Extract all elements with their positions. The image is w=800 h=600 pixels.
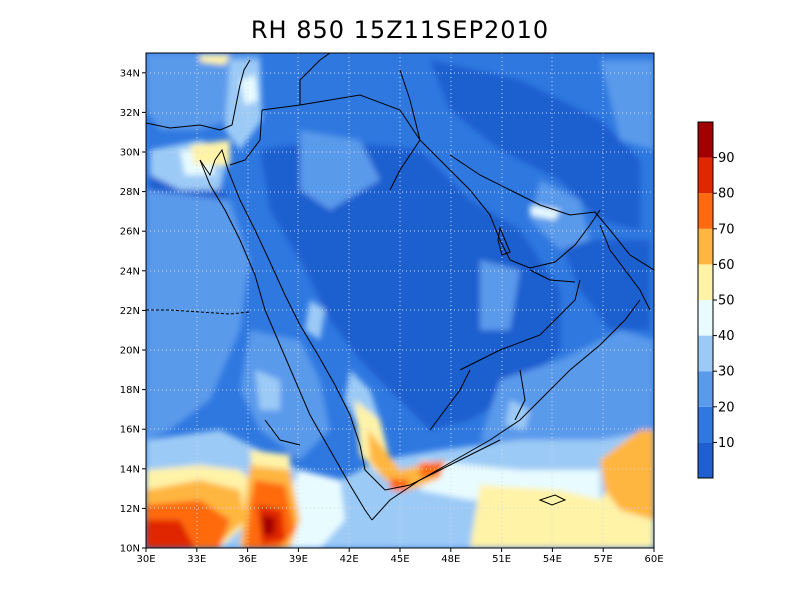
colorbar: 10 20 30 40 50 60 70 80 90: [697, 121, 735, 479]
lon-tick-label: 54E: [543, 554, 562, 565]
lon-tick-label: 33E: [187, 554, 206, 565]
map-title: RH 850 15Z11SEP2010: [250, 16, 550, 44]
lon-tick-label: 42E: [340, 554, 359, 565]
lat-tick-label: 18N: [120, 385, 140, 396]
lat-tick-label: 10N: [120, 544, 140, 555]
colorbar-label: 40: [718, 329, 735, 344]
colorbar-bin: [698, 264, 713, 300]
colorbar-bin: [698, 157, 713, 194]
colorbar-bin: [698, 406, 713, 443]
graticule: [146, 53, 654, 548]
lon-tick-label: 36E: [238, 554, 257, 565]
lat-tick-label: 26N: [120, 227, 140, 238]
lat-tick-label: 16N: [120, 425, 140, 436]
lon-tick-label: 57E: [594, 554, 613, 565]
lon-tick-label: 30E: [136, 554, 155, 565]
lon-tick-label: 39E: [289, 554, 308, 565]
colorbar-label: 50: [718, 294, 735, 309]
lat-tick-label: 28N: [120, 187, 140, 198]
latitude-axis: 34N 32N 30N 28N 26N 24N 22N 20N 18N 16N 14N 12N 10N: [120, 68, 146, 555]
colorbar-label: 70: [718, 222, 735, 237]
lon-tick-label: 51E: [492, 554, 511, 565]
colorbar-label: 80: [718, 187, 735, 202]
colorbar-label: 20: [718, 400, 735, 415]
colorbar-bin: [698, 228, 713, 265]
rh-shaded-field: [146, 53, 654, 548]
lat-tick-label: 34N: [120, 68, 140, 79]
colorbar-bin: [698, 442, 713, 478]
lat-tick-label: 20N: [120, 346, 140, 357]
colorbar-bin: [698, 300, 713, 336]
colorbar-label: 30: [718, 365, 735, 380]
lat-tick-label: 32N: [120, 108, 140, 119]
lat-tick-label: 22N: [120, 306, 140, 317]
colorbar-bin: [698, 122, 713, 158]
colorbar-bin: [698, 193, 713, 229]
colorbar-bin: [698, 335, 713, 372]
colorbar-label: 90: [718, 151, 735, 166]
colorbar-bin: [698, 371, 713, 407]
coastlines-and-borders: [146, 53, 654, 521]
longitude-axis: 30E 33E 36E 39E 42E 45E 48E 51E 54E 57E 60E: [136, 548, 664, 565]
lon-tick-label: 45E: [390, 554, 409, 565]
lat-tick-label: 12N: [120, 504, 140, 515]
lat-tick-label: 14N: [120, 464, 140, 475]
lon-tick-label: 60E: [644, 554, 663, 565]
colorbar-label: 60: [718, 258, 735, 273]
lon-tick-label: 48E: [441, 554, 460, 565]
colorbar-label: 10: [718, 436, 735, 451]
lat-tick-label: 30N: [120, 148, 140, 159]
lat-tick-label: 24N: [120, 266, 140, 277]
